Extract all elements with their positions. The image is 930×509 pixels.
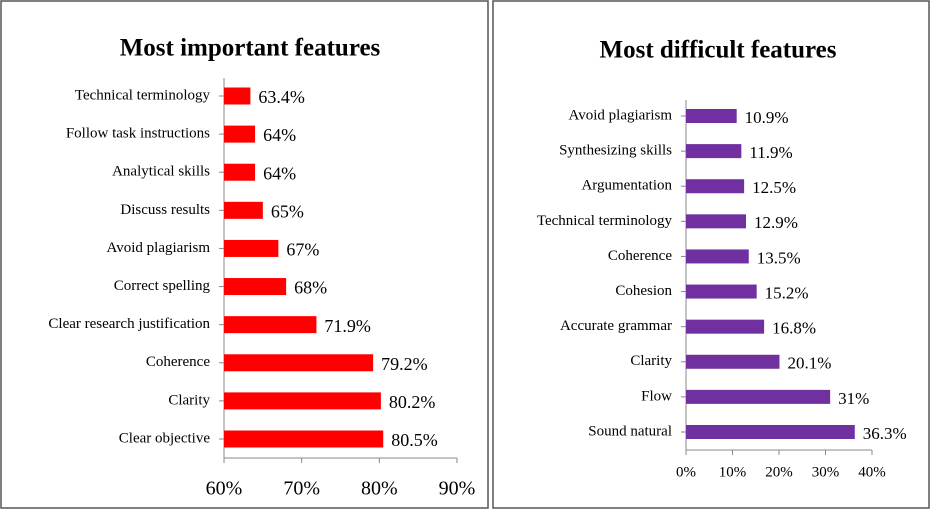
value-label: 80.2% [389,392,436,412]
value-label: 15.2% [765,283,809,302]
bar [224,392,381,410]
value-label: 79.2% [381,354,428,374]
value-label: 11.9% [749,143,792,162]
category-label: Avoid plagiarism [569,107,673,123]
value-label: 31% [838,389,869,408]
panel-border [492,0,930,509]
category-label: Accurate grammar [560,318,672,334]
value-label: 63.4% [258,87,305,107]
value-label: 80.5% [391,430,438,450]
bar [224,316,317,334]
bar [224,239,279,257]
value-label: 20.1% [787,354,831,373]
x-tick-label: 90% [439,478,476,500]
x-tick-label: 40% [858,464,886,480]
bar [686,144,742,159]
category-label: Coherence [146,354,210,370]
bar [686,214,746,229]
x-tick-label: 70% [283,478,320,500]
category-label: Clarity [630,353,672,369]
x-tick-label: 0% [676,464,696,480]
category-label: Analytical skills [112,164,210,180]
bar [224,201,263,219]
bar [224,163,256,181]
value-label: 12.5% [752,178,796,197]
value-label: 68% [294,278,327,298]
value-label: 64% [263,163,296,183]
bar [686,179,745,194]
category-label: Synthesizing skills [559,143,672,159]
bar [686,389,831,404]
category-label: Sound natural [588,423,672,439]
category-label: Flow [641,388,672,404]
category-label: Discuss results [120,202,210,218]
x-tick-label: 20% [765,464,793,480]
bar [686,319,765,334]
category-label: Correct spelling [114,278,211,294]
bar [224,87,251,105]
bar [686,249,749,264]
value-label: 13.5% [757,248,801,267]
value-label: 12.9% [754,213,798,232]
bar [224,278,287,296]
bar [686,284,757,299]
chart-title: Most difficult features [600,37,837,64]
category-label: Clarity [168,392,210,408]
bar [686,354,780,369]
category-label: Technical terminology [75,87,211,103]
category-label: Avoid plagiarism [107,240,211,256]
chart-title: Most important features [120,35,381,62]
bar [686,109,737,123]
category-label: Clear research justification [48,316,210,332]
value-label: 71.9% [324,316,371,336]
bar [224,430,384,448]
category-label: Technical terminology [537,213,673,229]
bar [686,425,855,439]
category-label: Coherence [608,248,672,264]
category-label: Follow task instructions [66,126,210,142]
value-label: 36.3% [863,424,907,443]
panel-border [0,0,489,509]
category-label: Argumentation [581,178,672,194]
value-label: 10.9% [745,108,789,127]
value-label: 67% [286,240,319,260]
bar [224,125,256,143]
value-label: 16.8% [772,319,816,338]
category-label: Clear objective [119,430,211,446]
x-tick-label: 60% [206,478,243,500]
category-label: Cohesion [615,283,672,299]
bar [224,354,374,372]
x-tick-label: 30% [812,464,840,480]
value-label: 65% [271,201,304,221]
x-tick-label: 80% [361,478,398,500]
value-label: 64% [263,125,296,145]
x-tick-label: 10% [719,464,747,480]
